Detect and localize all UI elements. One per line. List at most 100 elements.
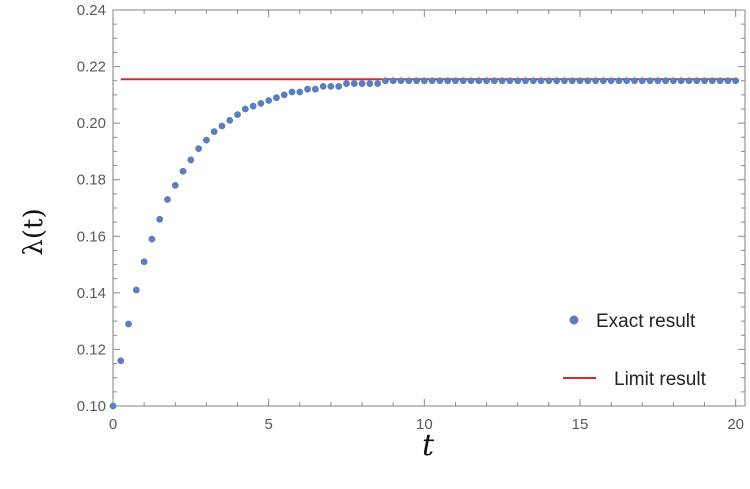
- exact-result-point: [374, 80, 382, 87]
- exact-result-point: [623, 77, 631, 85]
- legend-label-exact: Exact result: [596, 311, 696, 332]
- exact-result-point: [514, 77, 522, 85]
- exact-result-point: [646, 77, 654, 85]
- exact-result-point: [140, 258, 148, 266]
- exact-result-point: [428, 77, 436, 85]
- exact-result-point: [218, 122, 226, 130]
- y-axis-label: λ(t): [19, 208, 49, 255]
- exact-result-point: [545, 77, 553, 85]
- x-tick-label: 15: [572, 416, 589, 433]
- exact-result-point: [187, 156, 195, 164]
- exact-result-point: [273, 94, 280, 102]
- exact-result-point: [382, 77, 389, 85]
- exact-result-point: [498, 77, 506, 85]
- exact-result-point: [732, 77, 740, 85]
- exact-result-points: [109, 77, 740, 410]
- exact-result-point: [125, 320, 132, 328]
- exact-result-point: [669, 77, 677, 85]
- exact-result-point: [475, 77, 483, 85]
- exact-result-point: [444, 77, 452, 85]
- legend-label-limit: Limit result: [614, 369, 707, 390]
- exact-result-point: [389, 77, 397, 85]
- exact-result-point: [584, 77, 592, 85]
- exact-result-point: [716, 77, 724, 85]
- exact-result-point: [109, 402, 117, 410]
- exact-result-point: [467, 77, 475, 85]
- exact-result-point: [311, 85, 319, 93]
- exact-result-point: [677, 77, 685, 85]
- exact-result-point: [631, 77, 638, 85]
- exact-result-point: [576, 77, 584, 85]
- exact-result-point: [335, 82, 343, 90]
- exact-result-point: [241, 105, 249, 113]
- exact-result-point: [708, 77, 716, 85]
- exact-result-point: [490, 77, 498, 85]
- exact-result-point: [436, 77, 444, 85]
- exact-result-point: [701, 77, 708, 85]
- exact-result-point: [343, 80, 350, 87]
- exact-result-point: [350, 80, 358, 87]
- exact-result-point: [483, 77, 490, 85]
- exact-result-point: [327, 82, 335, 90]
- exact-result-point: [413, 77, 420, 85]
- tick-labels: 0 5 10 15 20 0.10 0.12 0.14 0.16 0.18 0.20 0.22 0.24: [77, 2, 744, 433]
- legend-marker-exact: [569, 315, 579, 325]
- exact-result-point: [459, 77, 467, 85]
- exact-result-point: [195, 145, 203, 153]
- exact-result-point: [304, 85, 311, 93]
- exact-result-point: [288, 88, 296, 96]
- exact-result-point: [164, 196, 171, 203]
- exact-result-point: [249, 102, 257, 110]
- exact-result-point: [607, 77, 615, 85]
- y-tick-label: 0.18: [77, 172, 106, 189]
- exact-result-point: [296, 88, 304, 96]
- y-tick-label: 0.24: [77, 2, 106, 19]
- y-tick-label: 0.20: [77, 115, 106, 132]
- exact-result-point: [210, 128, 218, 136]
- exact-result-point: [117, 357, 125, 365]
- exact-result-point: [171, 181, 179, 189]
- exact-result-point: [537, 77, 545, 85]
- exact-result-point: [148, 235, 156, 243]
- exact-result-point: [452, 77, 459, 85]
- exact-result-point: [522, 77, 529, 85]
- exact-result-point: [568, 77, 576, 85]
- exact-result-point: [202, 136, 210, 144]
- exact-result-point: [615, 77, 623, 85]
- x-tick-label: 0: [109, 416, 117, 433]
- plot-frame: [112, 9, 746, 407]
- legend: Exact result Limit result: [563, 311, 707, 390]
- exact-result-point: [319, 82, 327, 90]
- y-tick-label: 0.16: [77, 228, 106, 245]
- exact-result-point: [553, 77, 561, 85]
- exact-result-point: [265, 97, 273, 104]
- ticks: [112, 9, 745, 407]
- exact-result-point: [405, 77, 413, 85]
- exact-result-point: [358, 80, 366, 87]
- y-tick-label: 0.22: [77, 59, 106, 76]
- exact-result-point: [257, 99, 265, 107]
- exact-result-point: [280, 91, 288, 99]
- exact-result-point: [685, 77, 693, 85]
- y-tick-label: 0.12: [77, 341, 106, 358]
- exact-result-point: [234, 111, 241, 119]
- exact-result-point: [179, 167, 187, 175]
- x-tick-label: 5: [264, 416, 272, 433]
- exact-result-point: [420, 77, 428, 85]
- exact-result-point: [592, 77, 599, 85]
- exact-result-point: [226, 116, 234, 124]
- x-axis-label: t: [422, 428, 435, 463]
- exact-result-point: [529, 77, 537, 85]
- y-tick-label: 0.10: [77, 398, 106, 415]
- exact-result-point: [638, 77, 646, 85]
- exact-result-point: [599, 77, 607, 85]
- exact-result-point: [662, 77, 670, 85]
- x-tick-label: 10: [416, 416, 433, 433]
- x-tick-label: 20: [727, 416, 744, 433]
- exact-result-point: [654, 77, 662, 85]
- exact-result-point: [693, 77, 701, 85]
- exact-result-point: [156, 215, 164, 223]
- y-tick-label: 0.14: [77, 285, 106, 302]
- exact-result-point: [561, 77, 568, 85]
